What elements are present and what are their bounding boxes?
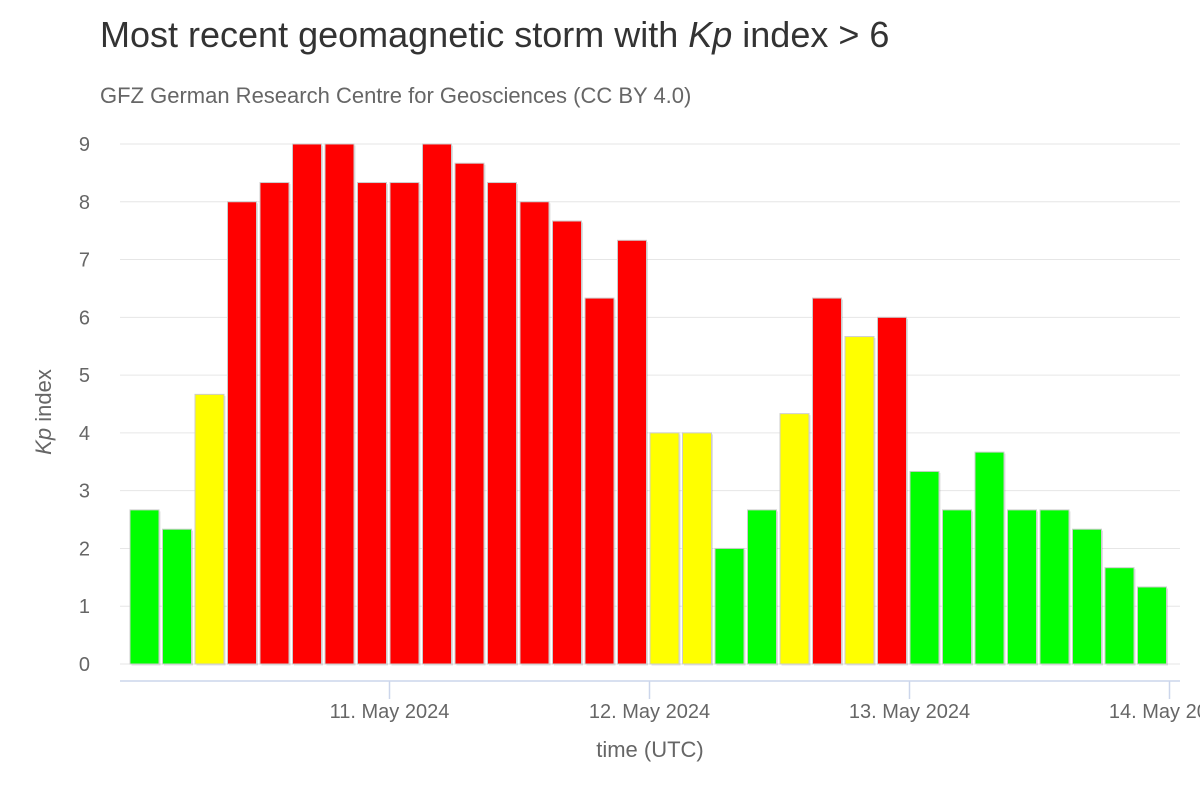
y-axis-title-rest: index — [31, 369, 56, 428]
chart-subtitle: GFZ German Research Centre for Geoscienc… — [100, 83, 692, 108]
kp-bar[interactable] — [552, 220, 582, 665]
kp-bar[interactable] — [974, 451, 1005, 665]
kp-bar[interactable] — [454, 162, 485, 665]
y-tick-label: 6 — [79, 307, 90, 329]
kp-bar[interactable] — [194, 393, 225, 665]
chart-title: Most recent geomagnetic storm with Kp in… — [100, 14, 889, 56]
kp-bar[interactable] — [844, 336, 875, 665]
kp-bar[interactable] — [357, 182, 387, 665]
kp-bar[interactable] — [584, 297, 615, 665]
x-tick-label: 11. May 2024 — [330, 701, 450, 723]
kp-bar[interactable] — [649, 432, 680, 665]
kp-bar[interactable] — [617, 239, 647, 665]
x-tick-labels: 11. May 2024 12. May 2024 13. May 2024 14. … — [330, 681, 1200, 723]
kp-bar[interactable] — [129, 509, 160, 665]
y-tick-label: 1 — [79, 596, 90, 618]
y-tick-label: 4 — [79, 423, 90, 445]
y-tick-label: 0 — [79, 654, 90, 676]
kp-bar[interactable] — [779, 413, 810, 665]
kp-bar[interactable] — [389, 182, 420, 665]
kp-bar[interactable] — [1137, 586, 1167, 665]
kp-bar[interactable] — [324, 143, 355, 665]
y-tick-labels: 0 1 2 3 4 5 6 7 8 9 — [79, 134, 90, 676]
kp-bar[interactable] — [714, 547, 745, 665]
kp-bar[interactable] — [1072, 528, 1102, 665]
kp-bar[interactable] — [259, 182, 290, 665]
y-tick-label: 2 — [79, 538, 90, 560]
chart-title-suffix: index > 6 — [732, 14, 890, 55]
kp-bar[interactable] — [292, 143, 322, 665]
kp-bar[interactable] — [747, 509, 777, 665]
chart-title-prefix: Most recent geomagnetic storm with — [100, 14, 689, 55]
kp-bar[interactable] — [422, 143, 452, 665]
chart-title-kp: Kp — [688, 14, 733, 55]
x-tick-label: 14. May 2024 — [1109, 701, 1200, 723]
kp-bar[interactable] — [1104, 567, 1135, 665]
x-axis-title: time (UTC) — [596, 737, 704, 762]
kp-bar[interactable] — [487, 182, 517, 665]
kp-bar[interactable] — [519, 201, 550, 665]
kp-bar[interactable] — [162, 528, 192, 665]
y-tick-label: 8 — [79, 192, 90, 214]
x-tick-label: 13. May 2024 — [849, 701, 970, 723]
kp-bar[interactable] — [1039, 509, 1070, 665]
kp-bar[interactable] — [909, 470, 940, 665]
kp-bar[interactable] — [942, 509, 972, 665]
y-tick-label: 5 — [79, 365, 90, 387]
y-tick-label: 7 — [79, 250, 90, 272]
y-tick-label: 9 — [79, 134, 90, 156]
kp-bar[interactable] — [1007, 509, 1037, 665]
kp-bar[interactable] — [682, 432, 712, 665]
y-axis-title-kp: Kp — [31, 428, 56, 455]
bar-series — [129, 143, 1168, 666]
y-tick-label: 3 — [79, 481, 90, 503]
kp-bar[interactable] — [227, 201, 257, 665]
y-axis-title: Kp index — [31, 369, 56, 455]
kp-bar[interactable] — [877, 316, 907, 665]
x-tick-label: 12. May 2024 — [589, 701, 710, 723]
kp-bar[interactable] — [812, 297, 842, 665]
